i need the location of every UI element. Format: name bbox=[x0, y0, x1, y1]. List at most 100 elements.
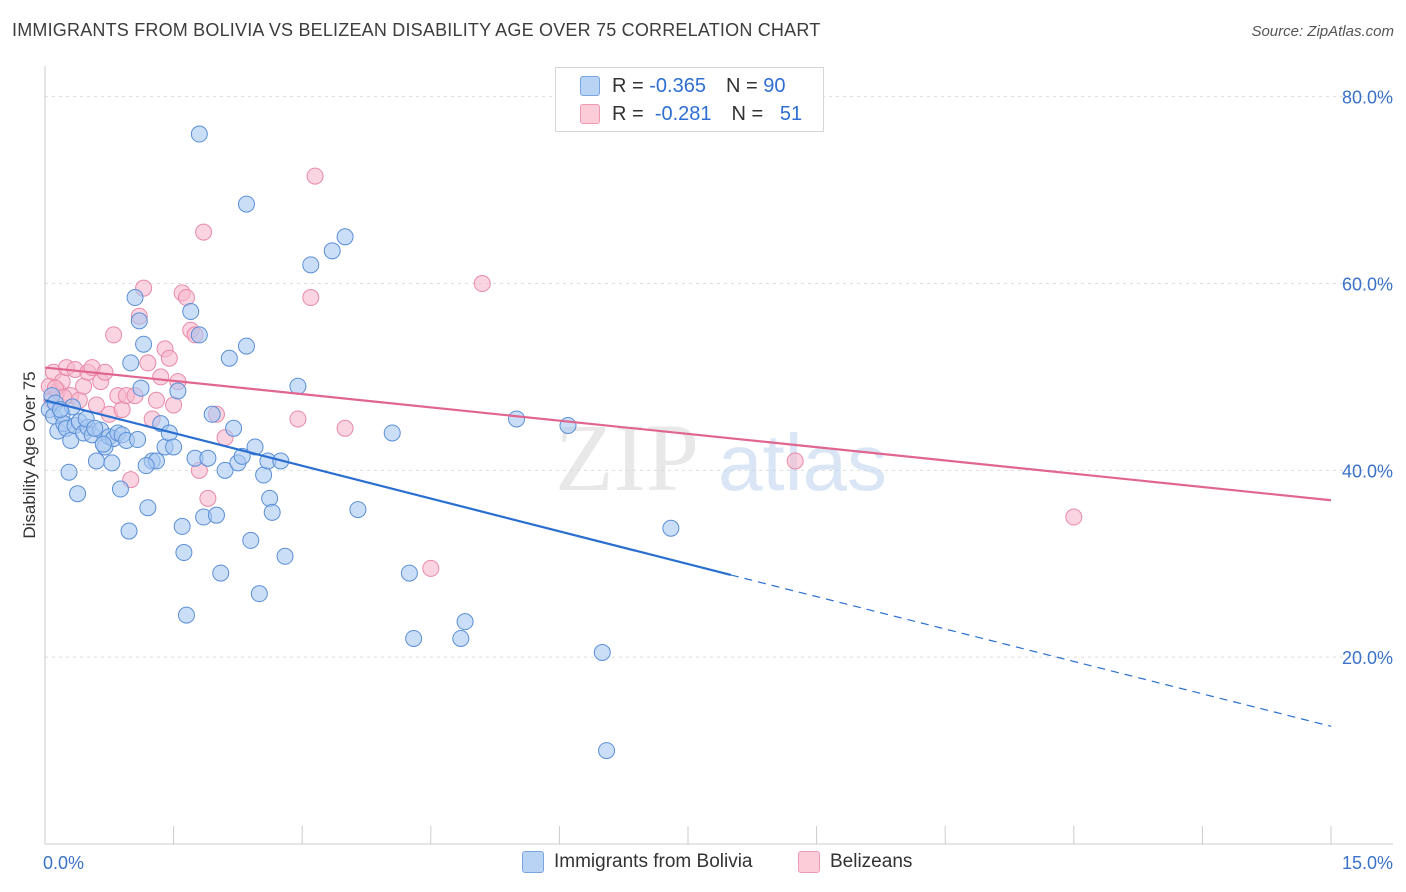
bolivia-point bbox=[212, 564, 230, 582]
bolivia-point bbox=[190, 125, 208, 143]
legend-r-label: R = bbox=[612, 102, 644, 125]
bolivia-point bbox=[263, 503, 281, 521]
bolivia-point bbox=[103, 454, 121, 472]
legend-r-value: -0.365 bbox=[649, 74, 706, 97]
bolivia-point bbox=[203, 405, 221, 423]
bolivia-point bbox=[132, 379, 150, 397]
bolivia-point bbox=[111, 480, 129, 498]
legend-row-belizeans: R = -0.281 N = 51 bbox=[580, 101, 802, 127]
bolivia-point bbox=[94, 435, 112, 453]
y-tick-label: 20.0% bbox=[1342, 648, 1393, 668]
bolivia-point bbox=[456, 613, 474, 631]
bolivia-point bbox=[237, 337, 255, 355]
bottom-legend-label-bolivia: Immigrants from Bolivia bbox=[554, 851, 753, 872]
belizean-point bbox=[786, 452, 804, 470]
belizean-point bbox=[165, 396, 183, 414]
chart-title: IMMIGRANTS FROM BOLIVIA VS BELIZEAN DISA… bbox=[12, 20, 821, 40]
bolivia-point bbox=[261, 489, 279, 507]
bolivia-point bbox=[336, 228, 354, 246]
belizean-point bbox=[473, 275, 491, 293]
bolivia-trendline bbox=[44, 399, 732, 577]
bottom-legend-swatch-bolivia bbox=[522, 851, 544, 873]
bolivia-point bbox=[182, 303, 200, 321]
belizean-point bbox=[75, 377, 93, 395]
bolivia-trendline-extension bbox=[730, 574, 1332, 727]
bolivia-point bbox=[508, 410, 526, 428]
bolivia-point bbox=[289, 377, 307, 395]
source-label: Source: ZipAtlas.com bbox=[1251, 23, 1394, 40]
belizean-point bbox=[336, 419, 354, 437]
belizean-trendline bbox=[44, 366, 1332, 502]
belizean-point bbox=[306, 167, 324, 185]
watermark-zip: ZIP bbox=[555, 404, 699, 511]
legend-n-value: 51 bbox=[779, 102, 803, 125]
bottom-legend-belizeans: Belizeans bbox=[798, 851, 912, 873]
belizean-point bbox=[302, 289, 320, 307]
belizean-point bbox=[195, 223, 213, 241]
belizean-point bbox=[422, 559, 440, 577]
bolivia-point bbox=[177, 606, 195, 624]
bolivia-point bbox=[250, 585, 268, 603]
bolivia-point bbox=[216, 461, 234, 479]
bolivia-point bbox=[135, 335, 153, 353]
belizean-point bbox=[1065, 508, 1083, 526]
belizean-point bbox=[199, 489, 217, 507]
legend-row-bolivia: R = -0.365 N = 90 bbox=[580, 73, 785, 99]
x-tick-label: 0.0% bbox=[43, 853, 84, 873]
bolivia-point bbox=[129, 431, 147, 449]
y-axis-label: Disability Age Over 75 bbox=[20, 371, 39, 538]
bolivia-point bbox=[137, 457, 155, 475]
bolivia-point bbox=[405, 629, 423, 647]
belizean-point bbox=[152, 368, 170, 386]
bolivia-point bbox=[120, 522, 138, 540]
bolivia-point bbox=[86, 419, 104, 437]
belizean-point bbox=[289, 410, 307, 428]
bolivia-point bbox=[383, 424, 401, 442]
bolivia-point bbox=[225, 419, 243, 437]
bolivia-point bbox=[255, 466, 273, 484]
bolivia-point bbox=[139, 499, 157, 517]
belizean-point bbox=[113, 401, 131, 419]
bolivia-point bbox=[130, 312, 148, 330]
bolivia-point bbox=[302, 256, 320, 274]
bolivia-point bbox=[69, 485, 87, 503]
belizean-point bbox=[105, 326, 123, 344]
bolivia-point bbox=[452, 629, 470, 647]
bolivia-point bbox=[199, 449, 217, 467]
bolivia-point bbox=[60, 463, 78, 481]
belizean-point bbox=[177, 289, 195, 307]
bolivia-point bbox=[242, 531, 260, 549]
legend-n-value: 90 bbox=[763, 74, 786, 97]
bolivia-point bbox=[276, 547, 294, 565]
bottom-legend-swatch-belizeans bbox=[798, 851, 820, 873]
bolivia-point bbox=[349, 501, 367, 519]
y-tick-label: 60.0% bbox=[1342, 275, 1393, 295]
legend-r-value: -0.281 bbox=[654, 102, 712, 125]
y-tick-label: 80.0% bbox=[1342, 88, 1393, 108]
bolivia-point bbox=[122, 354, 140, 372]
bolivia-point bbox=[175, 544, 193, 562]
bolivia-point bbox=[323, 242, 341, 260]
bottom-legend-bolivia: Immigrants from Bolivia bbox=[522, 851, 753, 873]
bolivia-point bbox=[598, 742, 616, 760]
bolivia-point bbox=[220, 349, 238, 367]
bolivia-point bbox=[400, 564, 418, 582]
bolivia-point bbox=[87, 452, 105, 470]
bolivia-point bbox=[173, 517, 191, 535]
y-tick-label: 40.0% bbox=[1342, 461, 1393, 481]
x-tick-label: 15.0% bbox=[1342, 853, 1393, 873]
bottom-legend-label-belizeans: Belizeans bbox=[830, 851, 913, 872]
bolivia-point bbox=[169, 382, 187, 400]
legend-r-label: R = bbox=[612, 74, 644, 97]
legend-swatch-belizeans bbox=[580, 104, 600, 124]
bolivia-point bbox=[662, 519, 680, 537]
bolivia-point bbox=[593, 644, 611, 661]
bolivia-point bbox=[246, 438, 264, 456]
bolivia-point bbox=[207, 506, 225, 524]
belizean-point bbox=[147, 391, 165, 409]
legend-n-label: N = bbox=[725, 74, 758, 97]
stats-legend: R = -0.365 N = 90 R = -0.281 N = 51 bbox=[555, 67, 824, 132]
bolivia-point bbox=[165, 438, 183, 456]
bolivia-point bbox=[126, 289, 144, 307]
